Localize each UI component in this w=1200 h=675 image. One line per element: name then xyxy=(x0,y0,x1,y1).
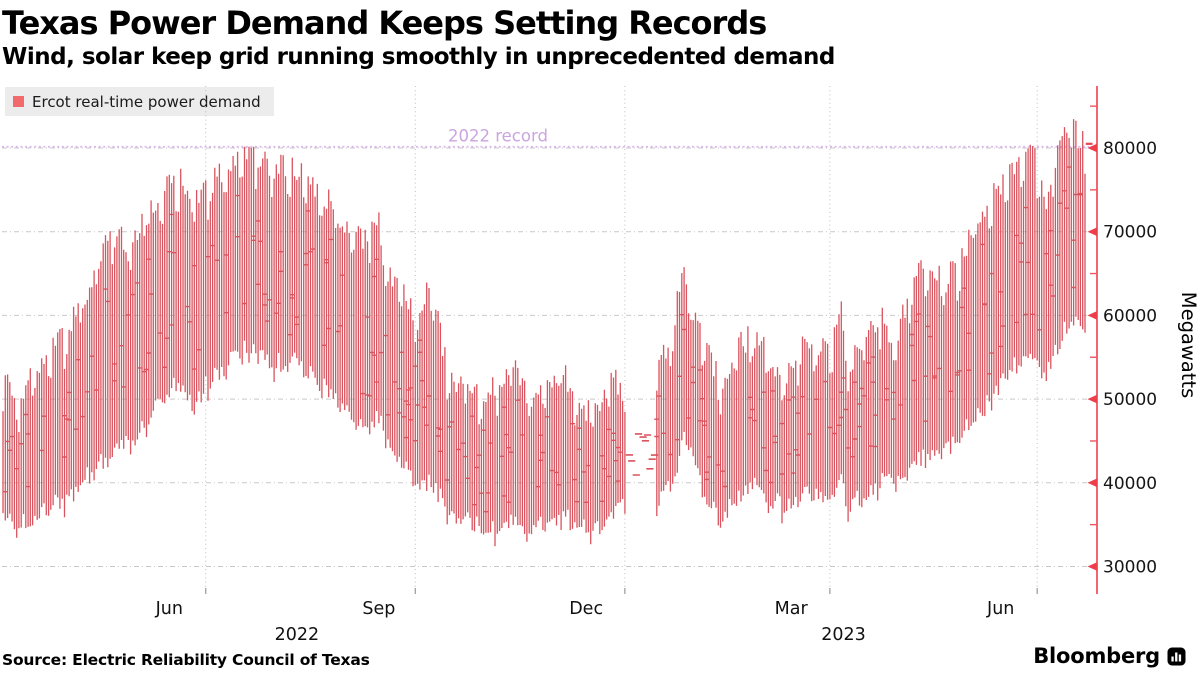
demand-bars xyxy=(2,119,1086,547)
bloomberg-logo: Bloomberg xyxy=(1033,644,1186,668)
legend-swatch-icon xyxy=(13,96,24,107)
svg-text:40000: 40000 xyxy=(1103,474,1157,494)
x-gridlines xyxy=(205,86,1038,594)
bloomberg-chart-icon xyxy=(1167,647,1186,665)
svg-text:Dec: Dec xyxy=(569,599,603,619)
chart-subtitle: Wind, solar keep grid running smoothly i… xyxy=(2,44,835,70)
bloomberg-wordmark: Bloomberg xyxy=(1033,644,1160,668)
svg-text:Jun: Jun xyxy=(155,599,183,619)
svg-text:2023: 2023 xyxy=(821,625,866,645)
svg-text:2022: 2022 xyxy=(275,625,320,645)
y-axis xyxy=(1087,86,1098,594)
legend-label: Ercot real-time power demand xyxy=(32,92,261,111)
svg-text:Jun: Jun xyxy=(986,599,1014,619)
svg-text:70000: 70000 xyxy=(1103,223,1157,243)
svg-text:Sep: Sep xyxy=(362,599,395,619)
svg-text:Mar: Mar xyxy=(775,599,809,619)
legend: Ercot real-time power demand xyxy=(5,87,274,116)
x-tick-labels: Jun Sep Dec Mar Jun 2022 2023 xyxy=(155,599,1015,645)
y-tick-labels: 30000 40000 50000 60000 70000 80000 xyxy=(1103,139,1157,578)
demand-bar-dashes xyxy=(2,166,1083,513)
svg-text:30000: 30000 xyxy=(1103,558,1157,578)
svg-text:60000: 60000 xyxy=(1103,306,1157,326)
svg-text:80000: 80000 xyxy=(1103,139,1157,159)
chart-title: Texas Power Demand Keeps Setting Records xyxy=(2,4,767,42)
source-note: Source: Electric Reliability Council of … xyxy=(2,651,370,669)
svg-text:50000: 50000 xyxy=(1103,390,1157,410)
record-label: 2022 record xyxy=(448,127,548,146)
y-axis-title: Megawatts xyxy=(1177,292,1200,399)
data-gap-dashes xyxy=(625,433,659,476)
